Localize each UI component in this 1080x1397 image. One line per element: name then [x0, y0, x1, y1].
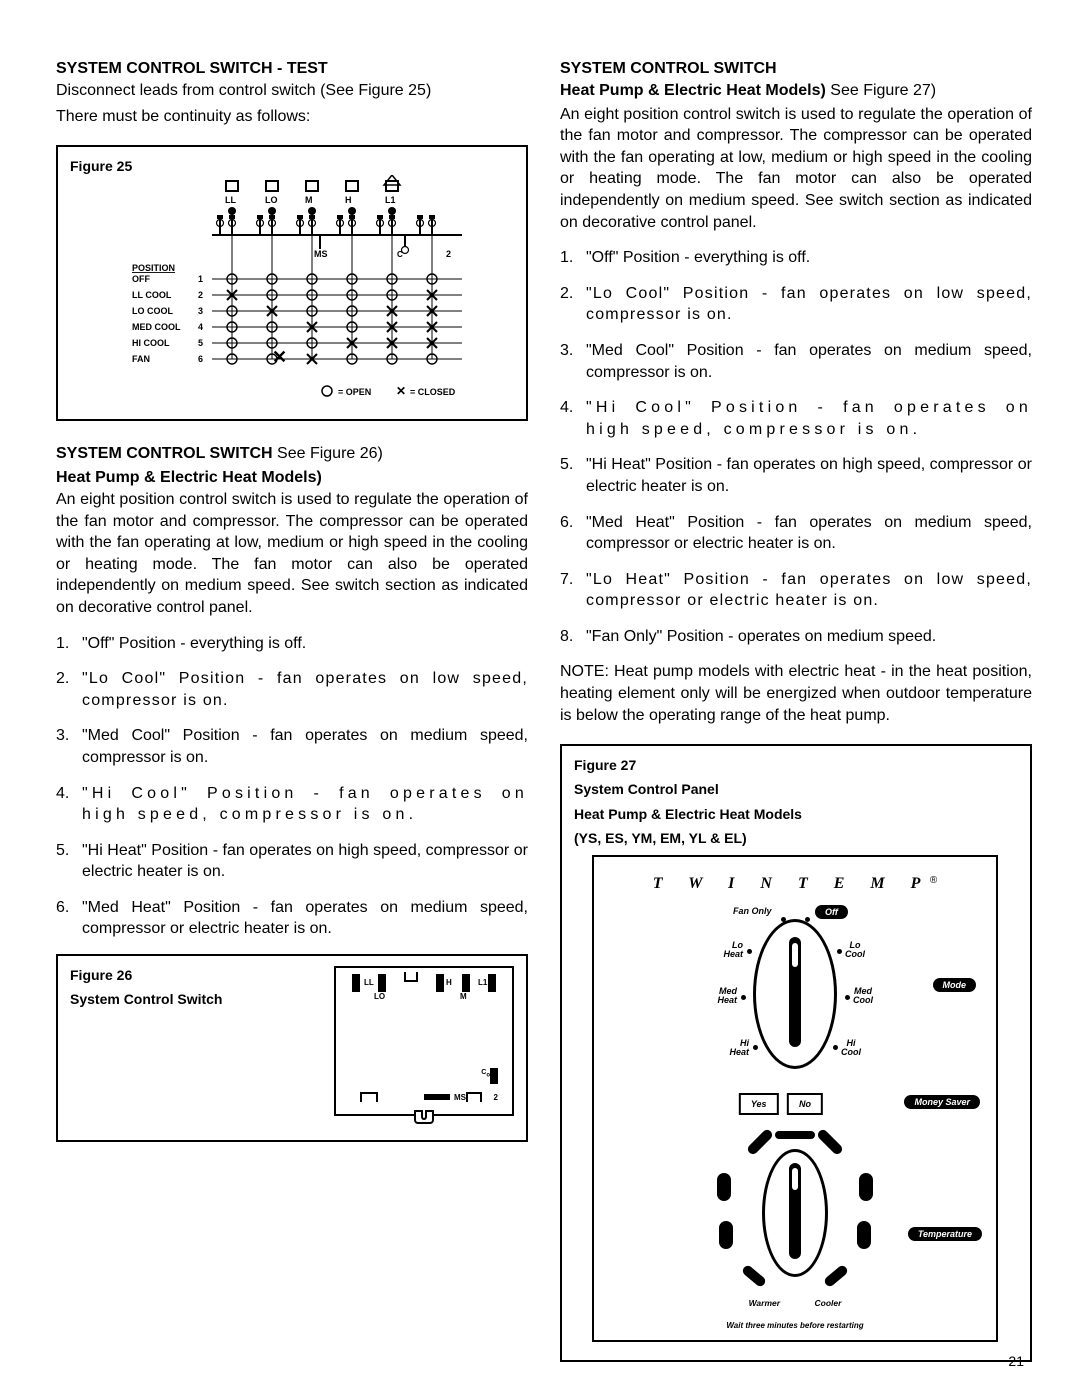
money-saver-pill: Money Saver: [904, 1095, 980, 1109]
brand-logo: T W I N T E M P: [653, 875, 932, 892]
mode-pill: Mode: [933, 975, 977, 993]
svg-text:3: 3: [198, 306, 203, 316]
figure-25-diagram: LL LO M H L1 POSITION OFF 1 LL COOL 2 LO COOL 3 ME…: [102, 175, 482, 405]
svg-text:MED COOL: MED COOL: [132, 322, 181, 332]
temperature-dial: [715, 1135, 875, 1295]
warmer-cooler-row: Warmer Cooler: [606, 1293, 984, 1311]
svg-text:= CLOSED: = CLOSED: [410, 387, 456, 397]
left-list-item: "Hi Cool" Position - fan operates on hig…: [56, 783, 528, 826]
svg-text:L1: L1: [385, 195, 396, 205]
right-list-item: "Hi Cool" Position - fan operates on hig…: [560, 397, 1032, 440]
right-list-item: "Off" Position - everything is off.: [560, 247, 1032, 269]
right-list-item: "Lo Cool" Position - fan operates on low…: [560, 283, 1032, 326]
money-saver-row: Yes No Money Saver: [606, 1093, 984, 1125]
right-subtitle: Heat Pump & Electric Heat Models) See Fi…: [560, 80, 1032, 102]
figure-25: Figure 25 LL LO M H L1 POSITION OFF 1 LL COOL 2…: [56, 145, 528, 421]
figure-27-panel: T W I N T E M P ® Fa: [592, 855, 998, 1342]
right-list-item: "Med Cool" Position - fan operates on me…: [560, 340, 1032, 383]
left-list-item: "Med Heat" Position - fan operates on me…: [56, 897, 528, 940]
left-h2-line1: SYSTEM CONTROL SWITCH See Figure 26): [56, 443, 528, 465]
svg-text:1: 1: [198, 274, 203, 284]
svg-text:6: 6: [198, 354, 203, 364]
right-list-item: "Hi Heat" Position - fan operates on hig…: [560, 454, 1032, 497]
svg-text:✕: ✕: [396, 384, 406, 398]
yes-button: Yes: [739, 1093, 779, 1115]
left-list-item: "Med Cool" Position - fan operates on me…: [56, 725, 528, 768]
right-list-item: "Med Heat" Position - fan operates on me…: [560, 512, 1032, 555]
figure-27-label-2: System Control Panel: [574, 780, 1018, 798]
right-list-item: "Lo Heat" Position - fan operates on low…: [560, 569, 1032, 612]
svg-text:= OPEN: = OPEN: [338, 387, 371, 397]
figure-27-label-1: Figure 27: [574, 756, 1018, 774]
right-position-list: "Off" Position - everything is off. "Lo …: [560, 247, 1032, 647]
figure-27-footnote: Wait three minutes before restarting: [606, 1321, 984, 1330]
left-paragraph: An eight position control switch is used…: [56, 489, 528, 619]
svg-text:LL COOL: LL COOL: [132, 290, 172, 300]
svg-text:4: 4: [198, 322, 203, 332]
left-h2-line2: Heat Pump & Electric Heat Models): [56, 469, 528, 487]
registered-icon: ®: [930, 875, 937, 886]
figure-27-label-3: Heat Pump & Electric Heat Models: [574, 805, 1018, 823]
svg-text:M: M: [305, 195, 313, 205]
figure-25-label: Figure 25: [70, 157, 514, 175]
figure-26-label-1: Figure 26: [70, 966, 322, 984]
figure-26: Figure 26 System Control Switch LL LO: [56, 954, 528, 1142]
left-intro-1: Disconnect leads from control switch (Se…: [56, 80, 528, 102]
left-title: SYSTEM CONTROL SWITCH - TEST: [56, 60, 528, 78]
svg-text:LL: LL: [225, 195, 236, 205]
right-paragraph: An eight position control switch is used…: [560, 104, 1032, 234]
svg-text:FAN: FAN: [132, 354, 150, 364]
left-column: SYSTEM CONTROL SWITCH - TEST Disconnect …: [56, 60, 528, 1384]
no-button: No: [787, 1093, 823, 1115]
figure-26-switch: LL LO H M L1 Co MS 2: [334, 966, 514, 1116]
right-column: SYSTEM CONTROL SWITCH Heat Pump & Electr…: [560, 60, 1032, 1384]
figure-27-label-4: (YS, ES, YM, EM, YL & EL): [574, 829, 1018, 847]
left-list-item: "Hi Heat" Position - fan operates on hig…: [56, 840, 528, 883]
left-list-item: "Off" Position - everything is off.: [56, 633, 528, 655]
mode-dial: Fan Only Off Lo Heat Lo Cool Med Heat Me…: [685, 907, 905, 1087]
page-number: 21: [1008, 1353, 1024, 1369]
svg-text:5: 5: [198, 338, 203, 348]
svg-text:2: 2: [198, 290, 203, 300]
left-intro-2: There must be continuity as follows:: [56, 106, 528, 128]
right-title: SYSTEM CONTROL SWITCH: [560, 60, 1032, 78]
svg-text:HI COOL: HI COOL: [132, 338, 170, 348]
left-position-list: "Off" Position - everything is off. "Lo …: [56, 633, 528, 941]
svg-text:MS: MS: [314, 249, 328, 259]
svg-text:LO: LO: [265, 195, 278, 205]
temperature-pill: Temperature: [908, 1224, 982, 1242]
svg-text:✕: ✕: [272, 347, 287, 367]
figure-26-label-2: System Control Switch: [70, 990, 322, 1008]
svg-text:2: 2: [446, 249, 451, 259]
svg-text:LO COOL: LO COOL: [132, 306, 173, 316]
svg-text:OFF: OFF: [132, 274, 150, 284]
right-note: NOTE: Heat pump models with electric hea…: [560, 661, 1032, 726]
figure-27: Figure 27 System Control Panel Heat Pump…: [560, 744, 1032, 1362]
svg-text:H: H: [345, 195, 352, 205]
left-list-item: "Lo Cool" Position - fan operates on low…: [56, 668, 528, 711]
right-list-item: "Fan Only" Position - operates on medium…: [560, 626, 1032, 648]
svg-text:POSITION: POSITION: [132, 263, 175, 273]
